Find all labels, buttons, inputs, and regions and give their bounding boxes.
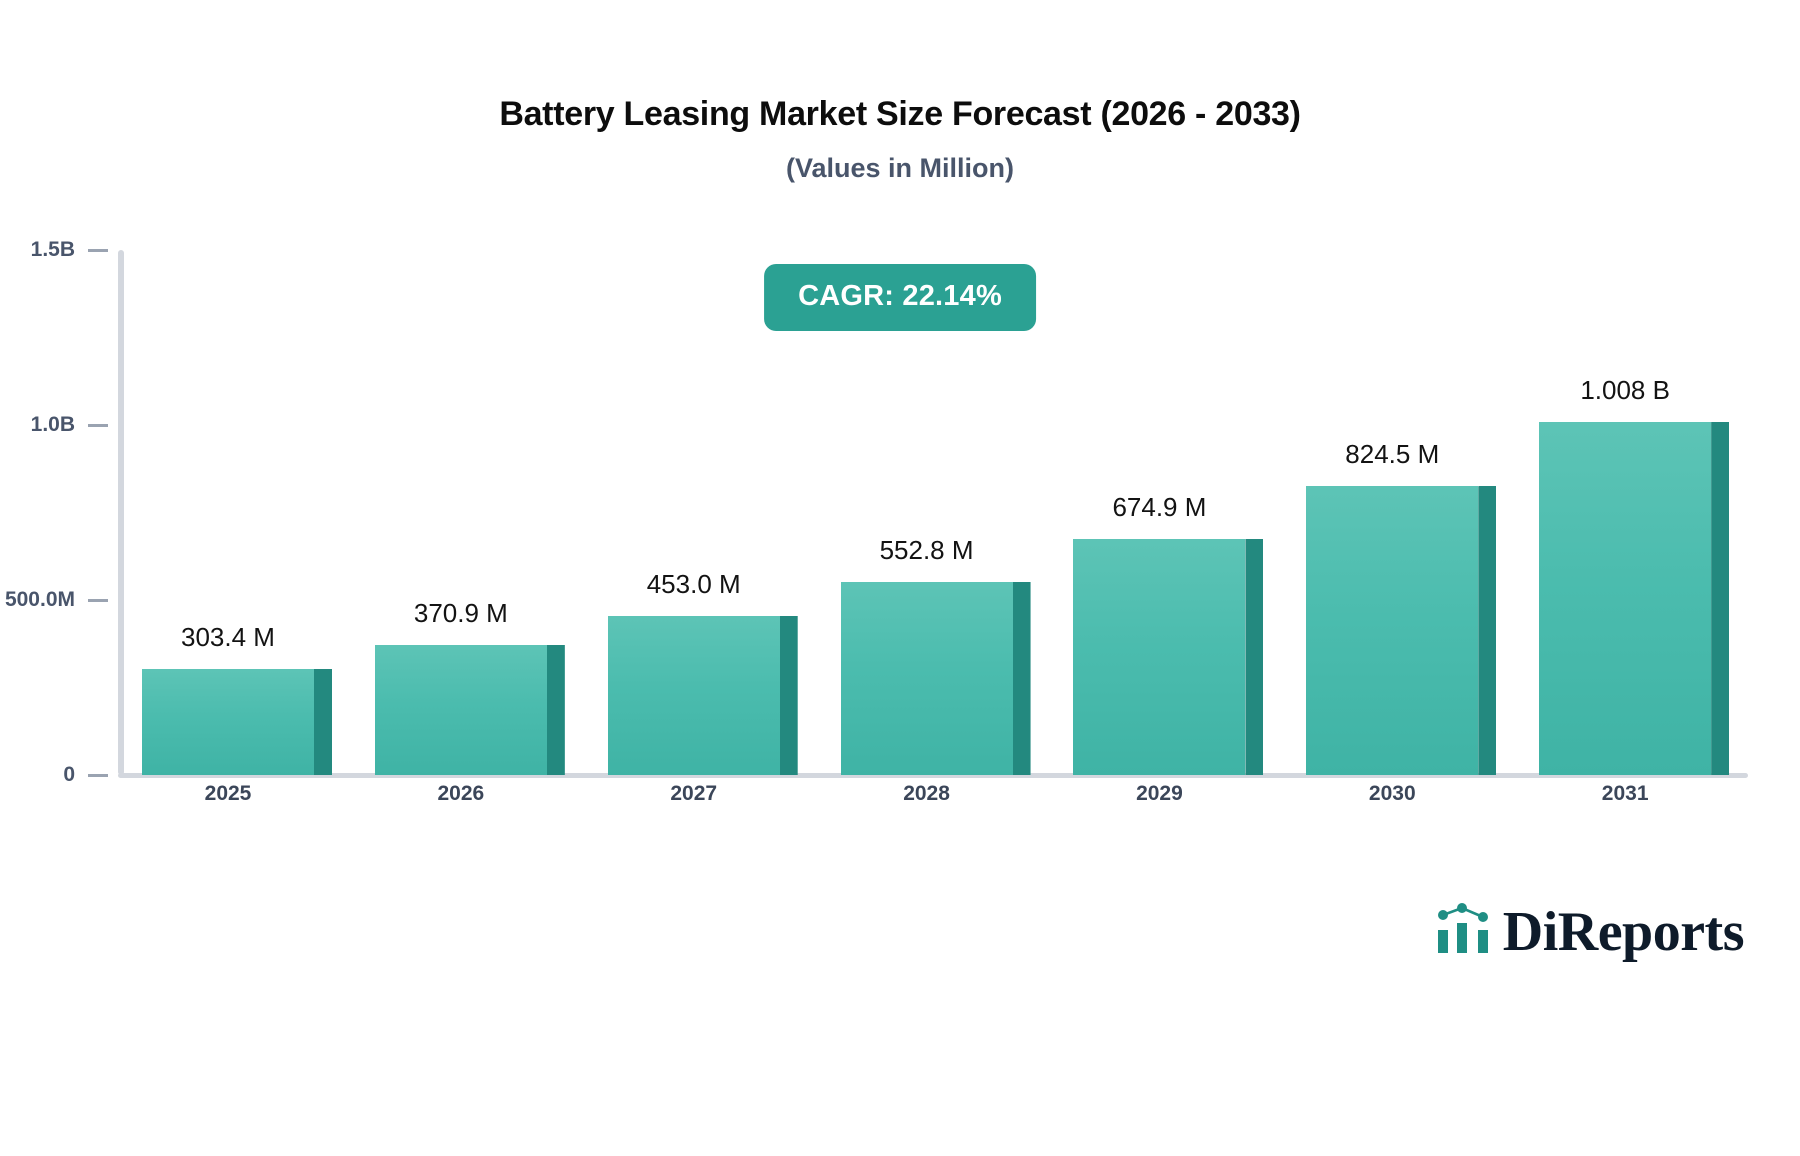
page-title: Battery Leasing Market Size Forecast (20… — [499, 95, 1301, 133]
logo-wordmark: DiReports — [1502, 900, 1745, 963]
bar-value-label: 552.8 M — [879, 534, 974, 565]
bar-slot: 453.0 M — [607, 250, 798, 775]
bar[interactable]: 303.4 M — [142, 622, 332, 775]
x-axis-tick-label: 2030 — [1368, 782, 1416, 805]
bar-slot: 824.5 M — [1306, 250, 1497, 775]
bar-front-face — [1306, 486, 1479, 775]
y-axis-tick-mark — [88, 248, 108, 252]
bar-side-face — [779, 616, 798, 775]
bar-slot: 303.4 M — [142, 250, 332, 775]
bar-side-face — [1711, 422, 1730, 775]
bar[interactable]: 674.9 M — [1073, 492, 1264, 775]
bar-value-label: 1.008 B — [1580, 375, 1670, 406]
bar-side-face — [1245, 538, 1264, 775]
x-axis-tick-label: 2028 — [903, 782, 950, 805]
bar-side-face — [1478, 486, 1497, 775]
bar-front-face — [374, 645, 547, 775]
y-axis-tick-mark — [88, 598, 108, 602]
chart-subtitle: (Values in Million) — [785, 152, 1015, 183]
bar[interactable]: 453.0 M — [607, 569, 798, 775]
bar-slot: 674.9 M — [1073, 250, 1264, 775]
y-axis-tick: 0 — [63, 763, 118, 787]
bar-slot: 552.8 M — [840, 250, 1031, 775]
bar-side-face — [314, 668, 332, 775]
bar-series: 303.4 M 370.9 M 453.0 M 552.8 M 674.9 M 824.5… — [124, 250, 1748, 775]
bar-chart-logo-icon — [1435, 903, 1493, 960]
bar-front-face — [1073, 538, 1246, 775]
y-axis-tick-mark — [88, 773, 108, 777]
bar-front-face — [142, 668, 314, 775]
bar[interactable]: 370.9 M — [374, 598, 565, 775]
bar-value-label: 370.9 M — [413, 598, 508, 629]
y-axis-tick: 1.5B — [31, 238, 118, 262]
bar-value-label: 674.9 M — [1112, 491, 1207, 522]
y-axis-tick-label: 500.0M — [4, 588, 75, 611]
x-axis-tick-label: 2027 — [670, 782, 718, 805]
bar-slot: 370.9 M — [374, 250, 565, 775]
bar-value-label: 453.0 M — [646, 569, 741, 600]
bar-front-face — [607, 616, 780, 775]
y-axis-tick-label: 1.0B — [30, 413, 75, 436]
y-axis-tick-mark — [88, 423, 108, 427]
plot-area: 1.5B 1.0B 500.0M 0 303.4 M 370.9 M 453.0 M 552… — [5, 238, 1748, 786]
x-axis-tick-label: 2026 — [437, 782, 485, 805]
x-axis-tick-label: 2025 — [204, 782, 252, 805]
y-axis-tick-label: 1.5B — [30, 238, 75, 261]
y-axis-tick: 1.0B — [31, 413, 118, 437]
x-axis-tick-label: 2029 — [1136, 782, 1183, 805]
bar-front-face — [1539, 422, 1712, 775]
bar[interactable]: 1.008 B — [1539, 375, 1730, 775]
x-axis-line — [118, 773, 1748, 778]
bar-slot: 1.008 B — [1539, 250, 1730, 775]
y-axis-line — [118, 250, 124, 775]
bar-front-face — [840, 581, 1013, 775]
x-axis-tick-label: 2031 — [1601, 782, 1649, 805]
cagr-badge: CAGR: 22.14% — [764, 264, 1036, 331]
bar-side-face — [546, 645, 565, 775]
bar[interactable]: 824.5 M — [1306, 439, 1497, 775]
y-axis-tick: 500.0M — [5, 588, 118, 612]
bar-side-face — [1012, 581, 1031, 775]
bar-value-label: 303.4 M — [181, 621, 275, 652]
bar[interactable]: 552.8 M — [840, 535, 1031, 775]
bar-value-label: 824.5 M — [1345, 439, 1440, 470]
y-axis-tick-label: 0 — [63, 763, 75, 786]
direports-logo: DiReports — [1435, 900, 1745, 963]
title-block: Battery Leasing Market Size Forecast (20… — [0, 94, 1800, 184]
x-axis-labels: 2025 2026 2027 2028 2029 2030 2031 — [124, 782, 1748, 822]
